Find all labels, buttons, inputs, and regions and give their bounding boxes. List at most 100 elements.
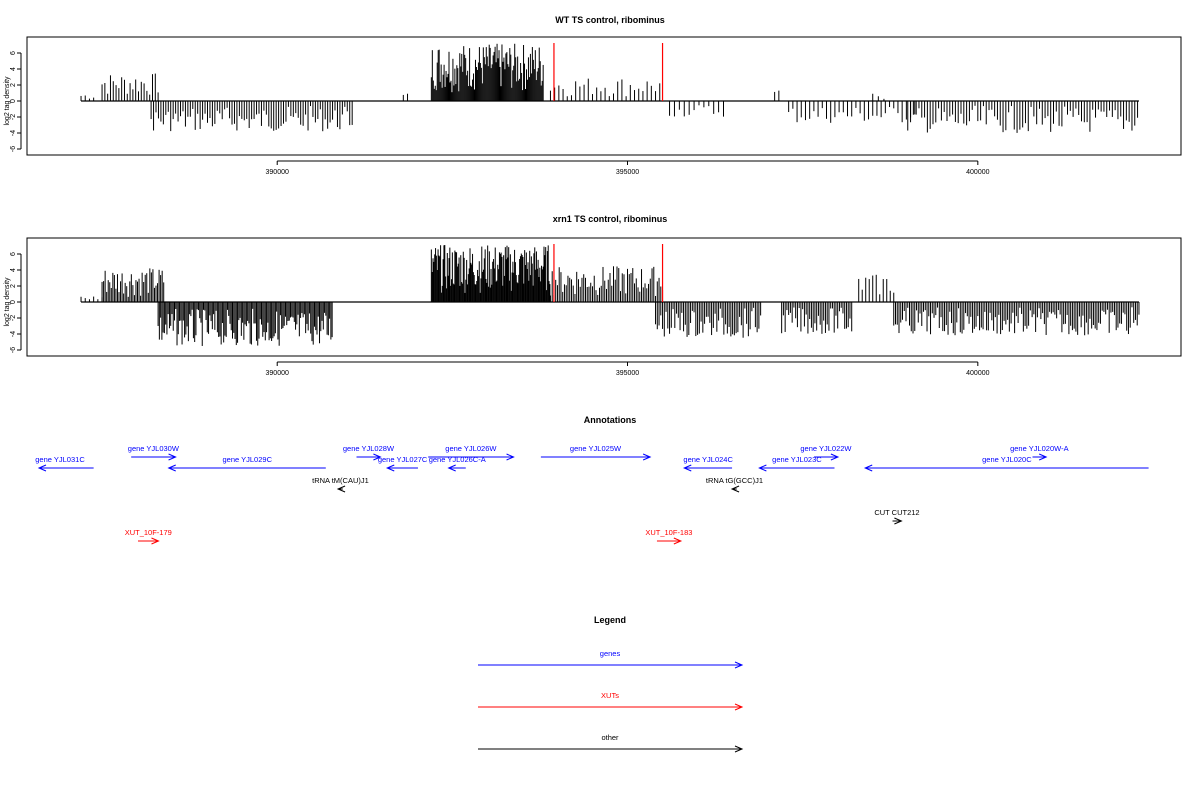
arrow-head-icon bbox=[168, 453, 177, 461]
legend-items: genes XUTs other bbox=[478, 649, 744, 753]
annotation-label: tRNA tG(GCC)J1 bbox=[706, 476, 763, 485]
wt-x-axis: 390000 395000 400000 bbox=[266, 160, 990, 176]
annotation-label: gene YJL023C bbox=[772, 455, 822, 464]
arrow-head-icon bbox=[673, 537, 683, 545]
x-tick-label: 400000 bbox=[966, 169, 989, 176]
arrow-head-icon bbox=[894, 517, 903, 525]
annotation-feature: tRNA tG(GCC)J1 bbox=[706, 476, 763, 493]
annotation-label: gene YJL025W bbox=[570, 444, 622, 453]
annotation-feature: gene YJL027C bbox=[378, 455, 428, 472]
arrow-head-icon bbox=[506, 453, 515, 461]
annotation-label: gene YJL022W bbox=[800, 444, 852, 453]
annotation-feature: gene YJL029C bbox=[167, 455, 326, 472]
wt-track-panel: WT TS control, ribominus log2 tag densit… bbox=[4, 15, 1182, 176]
annotation-label: gene YJL028W bbox=[343, 444, 395, 453]
y-tick-label: -4 bbox=[10, 331, 17, 337]
arrow-head-icon bbox=[830, 453, 840, 461]
xrn1-track-panel: xrn1 TS control, ribominus log2 tag dens… bbox=[4, 214, 1182, 377]
xrn1-y-axis: 6 4 2 0 -2 -4 -6 bbox=[10, 252, 22, 353]
arrow-head-icon bbox=[734, 703, 744, 711]
y-tick-label: 6 bbox=[10, 51, 17, 55]
annotation-label: gene YJL031C bbox=[35, 455, 85, 464]
arrow-head-icon bbox=[730, 485, 740, 493]
legend-label: XUTs bbox=[601, 691, 619, 700]
arrow-head-icon bbox=[734, 661, 744, 669]
annotation-label: gene YJL020W-A bbox=[1010, 444, 1069, 453]
wt-y-axis: 6 4 2 0 -2 -4 -6 bbox=[10, 51, 22, 152]
xrn1-x-axis: 390000 395000 400000 bbox=[266, 361, 990, 377]
y-tick-label: 0 bbox=[10, 300, 17, 304]
annotation-label: gene YJL027C bbox=[378, 455, 428, 464]
annotation-feature: tRNA tM(CAU)J1 bbox=[312, 476, 369, 493]
annotation-feature: XUT_10F-179 bbox=[125, 528, 172, 545]
y-tick-label: -6 bbox=[10, 347, 17, 353]
legend-title: Legend bbox=[594, 615, 626, 625]
x-tick-label: 390000 bbox=[266, 370, 289, 377]
wt-plot-frame bbox=[26, 36, 1182, 156]
wt-track-title: WT TS control, ribominus bbox=[555, 15, 665, 25]
arrow-head-icon bbox=[758, 464, 767, 472]
wt-y-axis-label: log2 tag density bbox=[4, 76, 11, 126]
annotation-feature: XUT_10F-183 bbox=[645, 528, 692, 545]
annotation-label: gene YJL020C bbox=[982, 455, 1032, 464]
annotation-label: gene YJL029C bbox=[223, 455, 273, 464]
annotation-label: gene YJL030W bbox=[128, 444, 180, 453]
y-tick-label: 0 bbox=[10, 99, 17, 103]
annotation-label: gene YJL026C-A bbox=[429, 455, 486, 464]
annotation-feature: gene YJL025W bbox=[540, 444, 652, 461]
annotation-feature: gene YJL030W bbox=[128, 444, 180, 461]
x-tick-label: 395000 bbox=[616, 370, 639, 377]
arrow-head-icon bbox=[151, 537, 160, 545]
arrow-head-icon bbox=[682, 464, 692, 472]
annotation-feature: gene YJL020W-A bbox=[1010, 444, 1069, 461]
annotation-feature: gene YJL024C bbox=[682, 455, 733, 472]
annotation-features: gene YJL031C gene YJL030W gene YJL029C gene… bbox=[35, 444, 1149, 545]
annotation-label: tRNA tM(CAU)J1 bbox=[312, 476, 369, 485]
y-tick-label: -6 bbox=[10, 146, 17, 152]
y-tick-label: -2 bbox=[10, 315, 17, 321]
y-tick-label: 2 bbox=[10, 284, 17, 288]
arrow-head-icon bbox=[336, 485, 346, 493]
annotation-feature: gene YJL028W bbox=[343, 444, 395, 461]
annotation-label: CUT CUT212 bbox=[874, 508, 919, 517]
y-tick-label: -4 bbox=[10, 130, 17, 136]
legend-item: other bbox=[478, 733, 744, 753]
annotation-feature: gene YJL026W bbox=[428, 444, 515, 461]
arrow-head-icon bbox=[863, 464, 873, 472]
legend-label: other bbox=[601, 733, 619, 742]
annotation-feature: gene YJL031C bbox=[35, 455, 94, 472]
xrn1-signal-bars bbox=[80, 245, 1140, 346]
legend-item: genes bbox=[478, 649, 744, 669]
arrow-head-icon bbox=[447, 464, 456, 472]
annotations-title: Annotations bbox=[584, 415, 637, 425]
legend-item: XUTs bbox=[478, 691, 744, 711]
arrow-head-icon bbox=[1038, 453, 1048, 461]
annotation-label: gene YJL024C bbox=[683, 455, 733, 464]
wt-signal-bars bbox=[80, 43, 1139, 133]
xrn1-y-axis-label: log2 tag density bbox=[4, 277, 11, 327]
y-tick-label: 2 bbox=[10, 83, 17, 87]
annotation-feature: gene YJL023C bbox=[758, 455, 835, 472]
arrow-head-icon bbox=[37, 464, 47, 472]
y-tick-label: -2 bbox=[10, 114, 17, 120]
y-tick-label: 4 bbox=[10, 67, 17, 71]
arrow-head-icon bbox=[642, 453, 652, 461]
arrow-head-icon bbox=[734, 745, 744, 753]
x-tick-label: 400000 bbox=[966, 370, 989, 377]
annotation-label: XUT_10F-179 bbox=[125, 528, 172, 537]
annotation-feature: gene YJL020C bbox=[863, 455, 1149, 472]
arrow-head-icon bbox=[385, 464, 395, 472]
y-tick-label: 4 bbox=[10, 268, 17, 272]
x-tick-label: 390000 bbox=[266, 169, 289, 176]
annotation-feature: gene YJL026C-A bbox=[429, 455, 486, 472]
annotation-label: gene YJL026W bbox=[445, 444, 497, 453]
arrow-head-icon bbox=[167, 464, 176, 472]
x-tick-label: 395000 bbox=[616, 169, 639, 176]
annotation-label: XUT_10F-183 bbox=[645, 528, 692, 537]
arrow-head-icon bbox=[373, 453, 382, 461]
legend-label: genes bbox=[600, 649, 621, 658]
xrn1-track-title: xrn1 TS control, ribominus bbox=[553, 214, 668, 224]
xrn1-plot-frame bbox=[26, 237, 1182, 357]
annotation-feature: CUT CUT212 bbox=[874, 508, 920, 525]
